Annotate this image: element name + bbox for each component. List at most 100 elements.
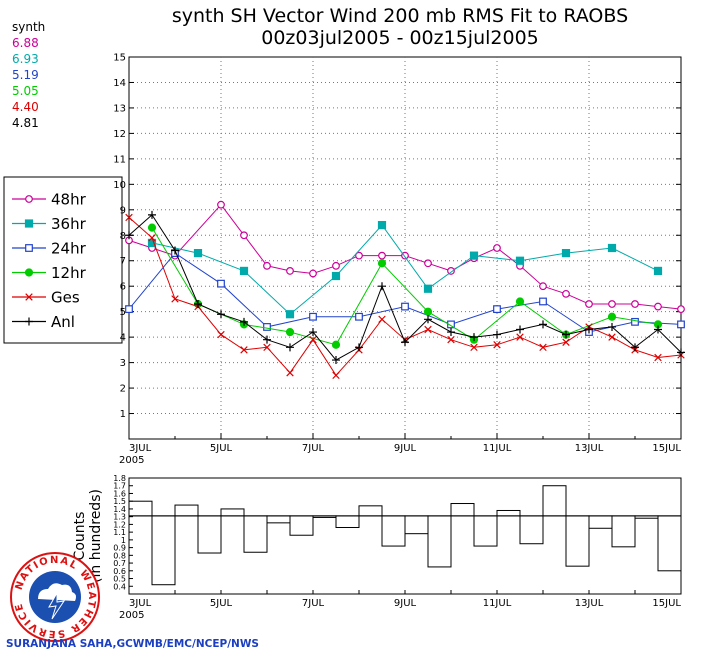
main-xtick-label: 3JUL [129,443,152,454]
point-48hr [631,300,639,308]
legend-label-anl: Anl [51,313,75,331]
point-anl [677,348,685,357]
point-anl [608,322,616,331]
point-36hr [331,271,341,281]
point-24hr [217,279,225,288]
summary-heading: synth [12,20,45,34]
point-anl [654,325,662,334]
counts-xtick-label: 3JUL [129,598,152,609]
point-12hr [607,312,617,321]
point-48hr [217,200,225,209]
point-ges [516,333,524,341]
main-ytick-label: 9 [120,205,126,216]
counts-ytick-label: 1.7 [113,482,126,491]
main-xtick-label: 15JUL [652,443,681,454]
counts-ytick-label: 1 [121,536,126,545]
series-line-36hr [151,224,659,315]
counts-ytick-label: 1.3 [113,513,126,522]
main-xtick-label: 5JUL [210,443,233,454]
point-48hr [447,267,455,275]
legend-marker-anl [25,317,33,326]
point-anl [125,231,133,240]
series-12hr [147,223,663,349]
point-36hr [469,251,479,260]
point-12hr [147,223,157,232]
legend-marker-ges [25,293,33,301]
point-ges [286,369,294,377]
counts-ytick-label: 0.4 [113,582,126,591]
point-48hr [378,251,386,260]
point-ges [424,325,432,334]
point-12hr [423,307,433,316]
main-plot-frame [128,56,682,440]
point-anl [470,333,478,342]
legend-box [3,176,123,344]
counts-xtick-label: 15JUL [652,598,681,609]
point-12hr [331,340,341,349]
point-anl [539,320,547,329]
point-24hr [401,302,409,311]
point-anl [378,282,386,291]
point-ges [378,315,386,324]
point-ges [608,333,616,341]
summary-value-ges: 4.40 [12,100,39,114]
series-line-12hr [151,227,659,346]
point-24hr [677,320,685,329]
point-anl [240,317,248,326]
legend-label-ges: Ges [51,289,80,307]
point-36hr [239,266,249,276]
point-48hr [562,289,570,298]
counts-ytick-label: 1.8 [113,474,126,483]
point-anl [401,338,409,347]
counts-xtick-label: 5JUL [210,598,233,609]
counts-ytick-label: 1.6 [113,489,126,498]
series-36hr [147,220,663,319]
point-48hr [240,231,248,240]
point-48hr [263,261,271,270]
main-xtick-label: 13JUL [575,443,604,454]
main-ytick-label: 3 [120,358,126,369]
main-ytick-label: 10 [113,180,126,191]
point-48hr [355,251,363,260]
point-anl [424,315,432,324]
point-24hr [309,312,317,321]
point-48hr [286,267,294,275]
legend-label-12hr: 12hr [51,264,87,282]
counts-xtick-label: 9JUL [394,598,417,609]
point-anl [263,335,271,344]
point-24hr [447,320,455,329]
legend-label-36hr: 36hr [51,215,87,233]
nws-logo-bolt-icon [48,591,66,620]
point-36hr [653,266,663,276]
point-anl [148,210,156,219]
main-ytick-label: 4 [120,333,126,344]
point-24hr [539,297,547,306]
point-36hr [377,220,387,230]
summary-value-anl: 4.81 [12,116,39,130]
counts-ylabel-line1: Counts [72,512,88,561]
counts-ytick-label: 1.2 [113,520,126,529]
point-24hr [125,305,133,314]
main-ytick-label: 13 [113,103,126,114]
main-xtick-label: 9JUL [394,443,417,454]
point-48hr [608,300,616,308]
point-anl [516,325,524,334]
legend-marker-36hr [24,219,34,228]
point-anl [332,356,340,365]
main-ytick-label: 15 [113,53,126,64]
point-48hr [309,269,317,278]
series-anl [125,210,685,365]
counts-xtick-label: 13JUL [575,598,604,609]
summary-value-48hr: 6.88 [12,36,39,50]
point-48hr [493,244,501,252]
point-48hr [332,261,340,270]
counts-ytick-label: 1.5 [113,497,126,506]
counts-ytick-label: 1.4 [113,505,126,514]
point-anl [171,246,179,255]
point-24hr [355,312,363,321]
point-36hr [285,310,295,319]
point-anl [194,300,202,309]
legend-item-24hr: 24hr [12,240,87,258]
